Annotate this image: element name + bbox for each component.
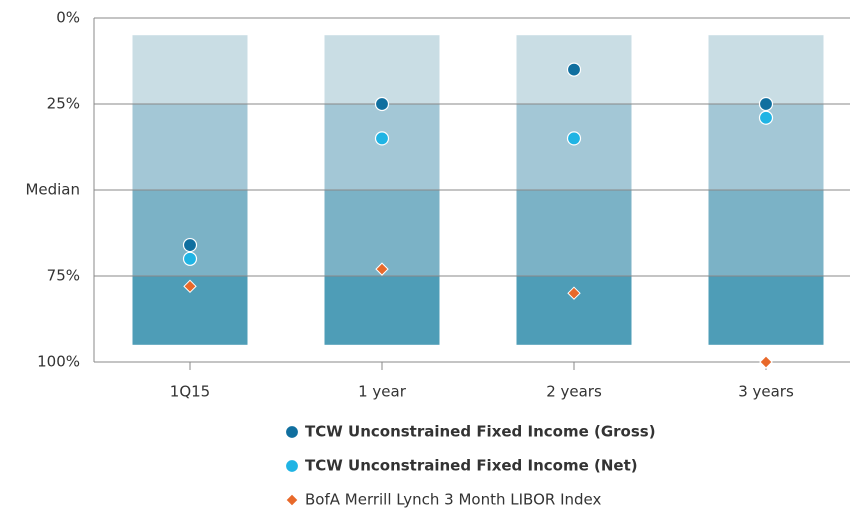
data-point [375,262,389,276]
data-point [374,96,390,112]
legend-label: TCW Unconstrained Fixed Income (Gross) [305,423,656,441]
percentile-band [132,104,248,190]
y-tick-label: 75% [47,267,80,285]
legend-label: TCW Unconstrained Fixed Income (Net) [305,457,638,475]
data-point [566,62,582,77]
data-point [182,237,198,253]
data-point [566,131,582,146]
y-tick-label: 100% [37,353,80,371]
legend-marker [284,424,300,440]
data-point [183,279,197,294]
x-tick-label: 1Q15 [170,383,210,401]
percentile-band [708,35,824,105]
data-point [759,355,773,369]
percentile-band [324,35,440,105]
percentile-band [324,190,440,276]
y-tick-label: 0% [56,9,80,27]
percentile-band [132,35,248,105]
x-tick-label: 3 years [738,383,794,401]
legend-marker [285,493,299,507]
percentile-band [516,190,632,276]
legend-label: BofA Merrill Lynch 3 Month LIBOR Index [305,491,601,509]
data-point [374,131,390,146]
y-tick-label: 25% [47,95,80,113]
percentile-band [324,104,440,190]
percentile-band [708,190,824,276]
data-point [758,96,774,112]
data-point [758,110,774,125]
percentile-band [708,276,824,345]
x-tick-label: 2 years [546,383,602,401]
percentile-band [324,276,440,345]
x-tick-label: 1 year [358,383,407,401]
y-tick-label: Median [25,181,80,199]
data-point [567,286,581,300]
percentile-band [516,104,632,190]
legend-marker [284,458,300,474]
data-point [182,251,198,266]
percentile-band [516,276,632,345]
